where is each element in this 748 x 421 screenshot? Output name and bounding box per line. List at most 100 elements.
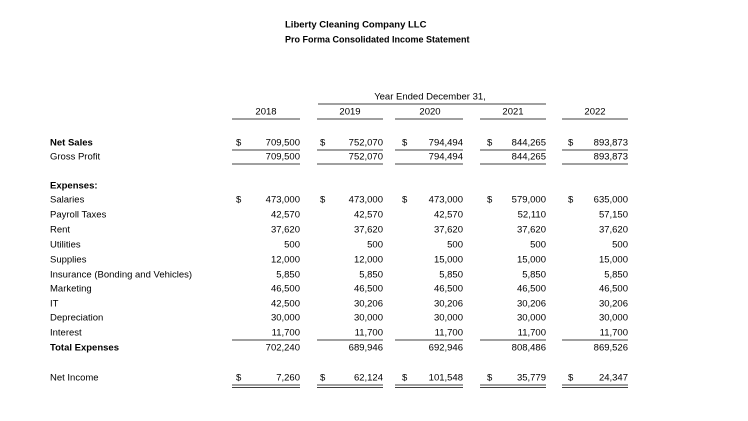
amount: 57,150	[599, 210, 628, 221]
amount: 709,500	[266, 138, 300, 149]
amount: 37,620	[599, 225, 628, 236]
row-label: Insurance (Bonding and Vehicles)	[50, 270, 192, 281]
amount: 37,620	[354, 225, 383, 236]
amount: 35,779	[517, 373, 546, 384]
amount: 500	[612, 240, 628, 251]
amount: 635,000	[594, 195, 628, 206]
currency-sign: $	[320, 138, 326, 149]
amount: 46,500	[434, 284, 463, 295]
amount: 15,000	[517, 255, 546, 266]
amount: 15,000	[434, 255, 463, 266]
amount: 500	[447, 240, 463, 251]
amount: 12,000	[271, 255, 300, 266]
currency-sign: $	[568, 195, 574, 206]
row-label: Depreciation	[50, 313, 103, 324]
currency-sign: $	[320, 373, 326, 384]
amount: 42,570	[271, 210, 300, 221]
amount: 37,620	[271, 225, 300, 236]
amount: 30,000	[517, 313, 546, 324]
year-header: 2022	[584, 107, 605, 118]
row-label: Supplies	[50, 255, 87, 266]
row-label: Rent	[50, 225, 70, 236]
amount: 30,206	[517, 299, 546, 310]
currency-sign: $	[236, 373, 242, 384]
amount: 893,873	[594, 138, 628, 149]
statement-title: Pro Forma Consolidated Income Statement	[285, 34, 470, 44]
year-header: 2020	[419, 107, 440, 118]
amount: 46,500	[599, 284, 628, 295]
row-label: Payroll Taxes	[50, 210, 107, 221]
amount: 37,620	[434, 225, 463, 236]
amount: 844,265	[512, 152, 546, 163]
currency-sign: $	[568, 138, 574, 149]
amount: 12,000	[354, 255, 383, 266]
amount: 5,850	[276, 270, 300, 281]
currency-sign: $	[236, 138, 242, 149]
amount: 702,240	[266, 343, 300, 354]
amount: 689,946	[349, 343, 383, 354]
amount: 30,206	[354, 299, 383, 310]
amount: 30,000	[271, 313, 300, 324]
row-label: Net Income	[50, 373, 99, 384]
amount: 30,206	[434, 299, 463, 310]
year-header: 2018	[255, 107, 276, 118]
amount: 11,700	[518, 328, 546, 339]
currency-sign: $	[487, 138, 493, 149]
row-label: Marketing	[50, 284, 92, 295]
currency-sign: $	[402, 195, 408, 206]
row-label: Salaries	[50, 195, 85, 206]
amount: 15,000	[599, 255, 628, 266]
year-header: 2019	[339, 107, 360, 118]
amount: 473,000	[429, 195, 463, 206]
company-name: Liberty Cleaning Company LLC	[285, 20, 427, 31]
currency-sign: $	[236, 195, 242, 206]
amount: 37,620	[517, 225, 546, 236]
amount: 42,570	[354, 210, 383, 221]
amount: 500	[530, 240, 546, 251]
row-label: Net Sales	[50, 138, 93, 149]
amount: 101,548	[429, 373, 463, 384]
amount: 42,500	[271, 299, 300, 310]
amount: 46,500	[354, 284, 383, 295]
amount: 752,070	[349, 152, 383, 163]
amount: 869,526	[594, 343, 628, 354]
amount: 893,873	[594, 152, 628, 163]
row-label: IT	[50, 299, 59, 310]
amount: 844,265	[512, 138, 546, 149]
amount: 24,347	[599, 373, 628, 384]
row-label: Interest	[50, 328, 82, 339]
row-label: Expenses:	[50, 181, 98, 192]
amount: 30,000	[599, 313, 628, 324]
amount: 5,850	[604, 270, 628, 281]
currency-sign: $	[402, 373, 408, 384]
amount: 7,260	[276, 373, 300, 384]
year-header: 2021	[502, 107, 523, 118]
currency-sign: $	[487, 195, 493, 206]
amount: 52,110	[518, 210, 546, 221]
amount: 11,700	[435, 328, 463, 339]
amount: 11,700	[272, 328, 300, 339]
amount: 473,000	[349, 195, 383, 206]
amount: 752,070	[349, 138, 383, 149]
amount: 30,000	[434, 313, 463, 324]
amount: 794,494	[429, 138, 463, 149]
amount: 5,850	[439, 270, 463, 281]
currency-sign: $	[402, 138, 408, 149]
amount: 42,570	[434, 210, 463, 221]
amount: 794,494	[429, 152, 463, 163]
row-label: Total Expenses	[50, 343, 119, 354]
amount: 46,500	[517, 284, 546, 295]
amount: 11,700	[600, 328, 628, 339]
amount: 5,850	[359, 270, 383, 281]
period-label: Year Ended December 31,	[374, 92, 486, 103]
amount: 579,000	[512, 195, 546, 206]
amount: 30,000	[354, 313, 383, 324]
amount: 709,500	[266, 152, 300, 163]
amount: 30,206	[599, 299, 628, 310]
amount: 500	[367, 240, 383, 251]
amount: 5,850	[522, 270, 546, 281]
amount: 808,486	[512, 343, 546, 354]
currency-sign: $	[487, 373, 493, 384]
amount: 62,124	[354, 373, 383, 384]
